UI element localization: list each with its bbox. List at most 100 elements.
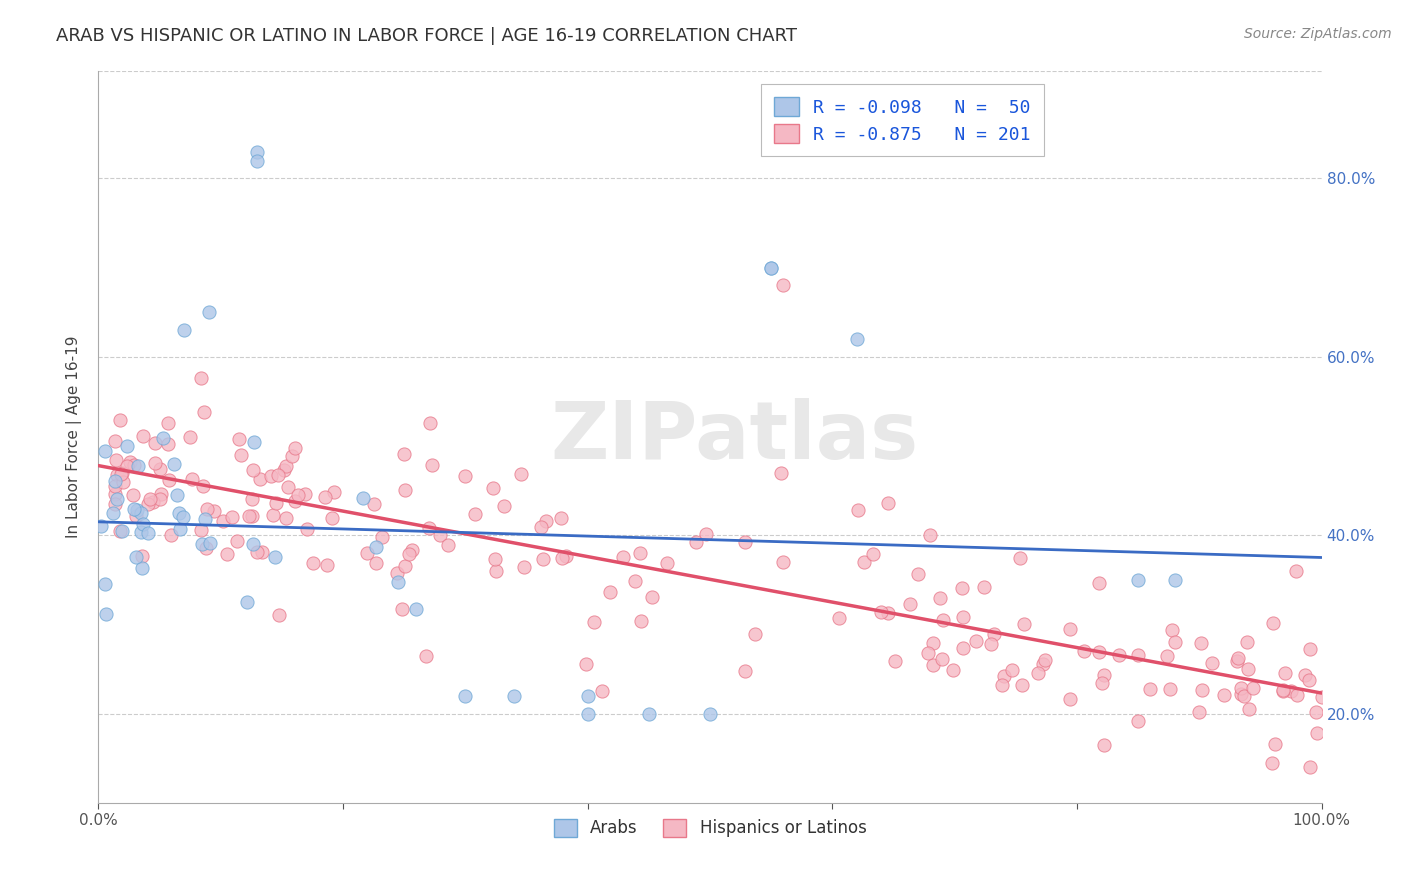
Point: [228, 432, 250, 446]
Point: [415, 648, 437, 663]
Point: [1294, 668, 1316, 682]
Point: [122, 458, 145, 473]
Point: [264, 549, 287, 564]
Point: [1226, 654, 1249, 668]
Point: [202, 504, 225, 518]
Point: [1299, 760, 1322, 774]
Point: [531, 552, 554, 566]
Point: [240, 492, 263, 507]
Point: [576, 706, 599, 721]
Point: [111, 475, 134, 489]
Text: ARAB VS HISPANIC OR LATINO IN LABOR FORCE | AGE 16-19 CORRELATION CHART: ARAB VS HISPANIC OR LATINO IN LABOR FORC…: [56, 27, 797, 45]
Point: [193, 479, 215, 493]
Point: [907, 567, 929, 582]
Point: [394, 559, 416, 574]
Point: [195, 501, 218, 516]
Point: [152, 431, 174, 445]
Point: [243, 434, 266, 449]
Point: [770, 466, 793, 480]
Point: [111, 524, 134, 539]
Y-axis label: In Labor Force | Age 16-19: In Labor Force | Age 16-19: [66, 335, 83, 539]
Point: [734, 664, 756, 678]
Point: [1226, 650, 1249, 665]
Point: [419, 416, 441, 430]
Point: [1298, 673, 1320, 687]
Point: [1230, 687, 1253, 701]
Point: [104, 474, 127, 488]
Point: [772, 556, 794, 570]
Point: [250, 545, 273, 559]
Point: [94, 443, 117, 458]
Point: [172, 509, 194, 524]
Point: [1160, 623, 1182, 637]
Point: [101, 506, 124, 520]
Point: [129, 525, 152, 540]
Point: [371, 530, 394, 544]
Point: [138, 491, 160, 506]
Point: [266, 496, 288, 510]
Point: [883, 654, 905, 668]
Point: [965, 634, 987, 648]
Point: [1201, 656, 1223, 670]
Point: [217, 547, 239, 561]
Point: [226, 534, 249, 549]
Point: [599, 584, 621, 599]
Point: [1237, 702, 1260, 716]
Point: [870, 605, 893, 619]
Point: [108, 412, 131, 426]
Point: [1279, 683, 1302, 698]
Point: [131, 549, 153, 564]
Point: [582, 615, 605, 630]
Point: [115, 458, 138, 473]
Point: [846, 503, 869, 517]
Point: [845, 332, 868, 346]
Point: [238, 508, 260, 523]
Point: [918, 528, 941, 542]
Point: [1191, 683, 1213, 698]
Point: [157, 416, 180, 430]
Point: [1230, 681, 1253, 695]
Point: [1261, 615, 1284, 630]
Point: [104, 434, 127, 448]
Point: [1011, 678, 1033, 692]
Point: [695, 527, 717, 541]
Point: [1128, 573, 1150, 587]
Point: [269, 607, 291, 622]
Point: [236, 594, 259, 608]
Point: [1126, 714, 1149, 728]
Point: [167, 506, 190, 520]
Point: [118, 455, 141, 469]
Point: [952, 641, 974, 656]
Point: [149, 461, 172, 475]
Point: [862, 547, 884, 561]
Point: [929, 591, 952, 605]
Point: [551, 551, 574, 566]
Point: [1306, 726, 1329, 740]
Point: [281, 449, 304, 463]
Point: [1233, 690, 1256, 704]
Point: [142, 495, 165, 509]
Point: [921, 636, 943, 650]
Point: [197, 305, 219, 319]
Point: [942, 663, 965, 677]
Point: [628, 546, 651, 560]
Point: [503, 689, 526, 703]
Point: [1091, 676, 1114, 690]
Point: [246, 153, 269, 168]
Point: [104, 497, 127, 511]
Point: [125, 550, 148, 565]
Point: [180, 472, 202, 486]
Point: [132, 517, 155, 532]
Point: [898, 597, 921, 611]
Point: [200, 535, 222, 549]
Point: [156, 437, 179, 451]
Point: [655, 556, 678, 570]
Point: [1264, 737, 1286, 751]
Point: [284, 441, 307, 455]
Point: [1008, 551, 1031, 566]
Point: [104, 487, 127, 501]
Point: [1092, 738, 1115, 752]
Point: [193, 405, 215, 419]
Point: [1073, 643, 1095, 657]
Point: [1128, 648, 1150, 662]
